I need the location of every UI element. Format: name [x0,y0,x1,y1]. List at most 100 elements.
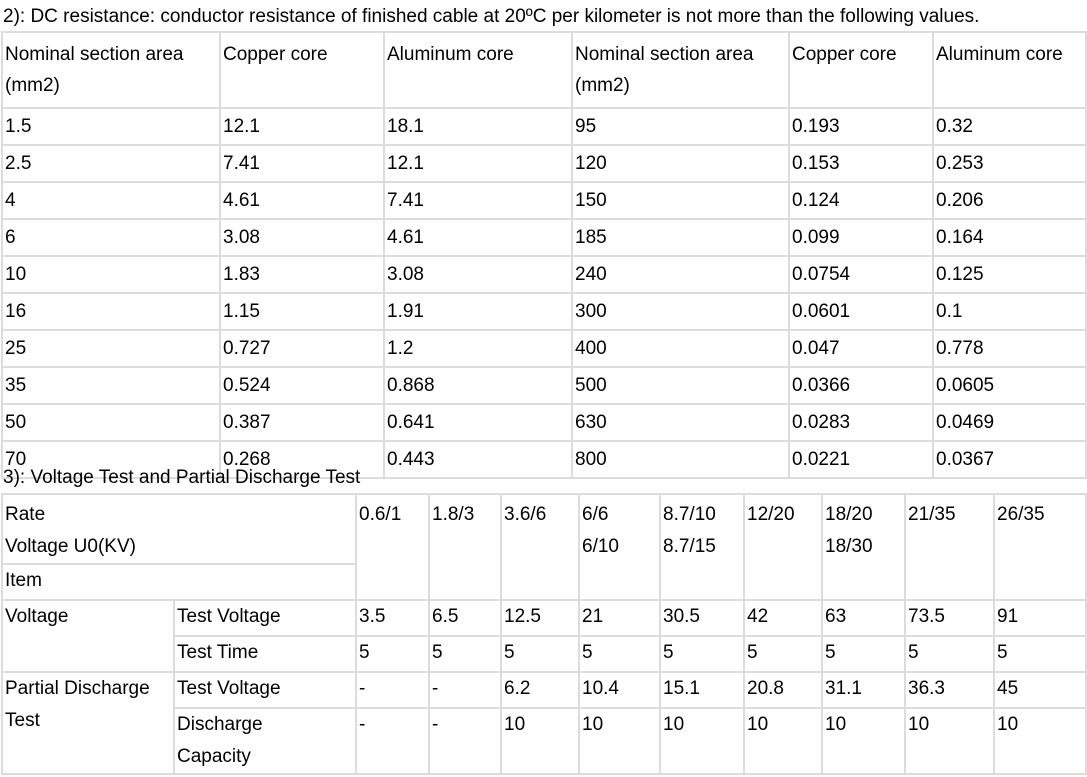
table-cell: 5 [993,635,1087,673]
table-cell: 0.0605 [932,366,1087,405]
table-row: 25 0.727 1.2 400 0.047 0.778 [1,329,1087,368]
table-cell: 42 [743,599,823,637]
table-cell: 12.1 [383,144,573,183]
table-cell: 0.268 [219,440,385,479]
table-cell: 10 [993,707,1087,775]
table-cell: 91 [993,599,1087,637]
table-cell: 0.099 [788,218,934,257]
header-nominal-b-line2: (mm2) [575,75,630,96]
table-cell: 10 [821,707,906,775]
table-cell: 10 [743,707,823,775]
table-row: 1.5 12.1 18.1 95 0.193 0.32 [1,107,1087,146]
table-cell: 0.727 [219,329,385,368]
table-cell: 1.2 [383,329,573,368]
table-cell: 5 [743,635,823,673]
section-3-heading: 3): Voltage Test and Partial Discharge T… [3,467,361,488]
table-row: 50 0.387 0.641 630 0.0283 0.0469 [1,403,1087,442]
table-cell: 0.0221 [788,440,934,479]
voltage-rating-8: 26/35 [993,493,1087,601]
table-cell: 5 [659,635,745,673]
table-cell: 70 [1,440,221,479]
rate-voltage-label: Rate Voltage U0(KV) [1,493,357,565]
table-cell: 240 [571,255,790,294]
table-row: 16 1.15 1.91 300 0.0601 0.1 [1,292,1087,331]
table-cell: 20.8 [743,671,823,709]
table-cell: 18.1 [383,107,573,146]
table-cell: 0.32 [932,107,1087,146]
section-2-heading: 2): DC resistance: conductor resistance … [3,6,980,27]
table-cell: 0.206 [932,181,1087,220]
table-row: 4 4.61 7.41 150 0.124 0.206 [1,181,1087,220]
capacity-label-line2: Capacity [177,746,251,767]
table-row: 2.5 7.41 12.1 120 0.153 0.253 [1,144,1087,183]
table-cell: 0.1 [932,292,1087,331]
header-aluminum-core: Aluminum core [383,31,573,109]
table-cell: 150 [571,181,790,220]
voltage-rating-5: 12/20 [743,493,823,601]
rate-label-line2: Voltage U0(KV) [5,536,136,557]
table-cell: 1.5 [1,107,221,146]
pd-capacity-row: Discharge Capacity - - 10 10 10 10 10 10 … [2,707,1087,775]
table-cell: 63 [821,599,906,637]
table-cell: 0.778 [932,329,1087,368]
table-cell: 25 [1,329,221,368]
header-nominal-section-area-b: Nominal section area (mm2) [571,31,790,109]
test-time-label: Test Time [173,635,357,673]
table-cell: 21 [578,599,661,637]
table-cell: 0.164 [932,218,1087,257]
table-cell: 4 [1,181,221,220]
header-nominal-b-line1: Nominal section area [575,44,754,65]
table-cell: 35 [1,366,221,405]
header-nominal-line2: (mm2) [5,75,60,96]
table-cell: 800 [571,440,790,479]
table-cell: 0.868 [383,366,573,405]
table-cell: 5 [428,635,502,673]
table-cell: 0.443 [383,440,573,479]
table-cell: 5 [500,635,580,673]
table-cell: 31.1 [821,671,906,709]
table-cell: 630 [571,403,790,442]
voltage-rating-1: 1.8/3 [428,493,502,601]
table-cell: 10 [1,255,221,294]
table-cell: 5 [904,635,995,673]
table-cell: 4.61 [383,218,573,257]
table-cell: 30.5 [659,599,745,637]
table-cell: 0.125 [932,255,1087,294]
voltage-rating-3: 6/6 6/10 [578,493,661,601]
table-cell: 10 [904,707,995,775]
header-copper-core: Copper core [219,31,385,109]
voltage-rating-4: 8.7/10 8.7/15 [659,493,745,601]
table-cell: 0.253 [932,144,1087,183]
table-cell: 36.3 [904,671,995,709]
table-cell: 185 [571,218,790,257]
table-cell: - [428,671,502,709]
table-cell: 0.387 [219,403,385,442]
capacity-label-line1: Discharge [177,714,263,735]
table-cell: 10.4 [578,671,661,709]
item-label: Item [1,563,357,601]
voltage-test-table: Rate Voltage U0(KV) 0.6/1 1.8/3 3.6/6 6/6… [1,493,1087,775]
item-row: Item [1,563,1086,601]
table-cell: 0.524 [219,366,385,405]
table-cell: 15.1 [659,671,745,709]
table-cell: 5 [578,635,661,673]
table-cell: - [355,707,430,775]
table-cell: 12.1 [219,107,385,146]
table-cell: 0.0601 [788,292,934,331]
table-cell: 16 [1,292,221,331]
pd-test-voltage-row: Partial Discharge Test Test Voltage - - 6… [1,671,1087,775]
table-cell: 4.61 [219,181,385,220]
rate-voltage-row: Rate Voltage U0(KV) 0.6/1 1.8/3 3.6/6 6/6… [1,493,1087,601]
table-cell: 6 [1,218,221,257]
table-cell: 400 [571,329,790,368]
table-cell: 1.83 [219,255,385,294]
table-header-row: Nominal section area (mm2) Copper core Al… [1,31,1087,109]
rate-label-line1: Rate [5,504,46,525]
table-cell: 0.0283 [788,403,934,442]
table-row: 70 0.268 0.443 800 0.0221 0.0367 [1,440,1087,479]
header-nominal-section-area: Nominal section area (mm2) [1,31,221,109]
table-cell: 300 [571,292,790,331]
table-cell: 0.124 [788,181,934,220]
table-row: 10 1.83 3.08 240 0.0754 0.125 [1,255,1087,294]
table-cell: 3.5 [355,599,430,637]
